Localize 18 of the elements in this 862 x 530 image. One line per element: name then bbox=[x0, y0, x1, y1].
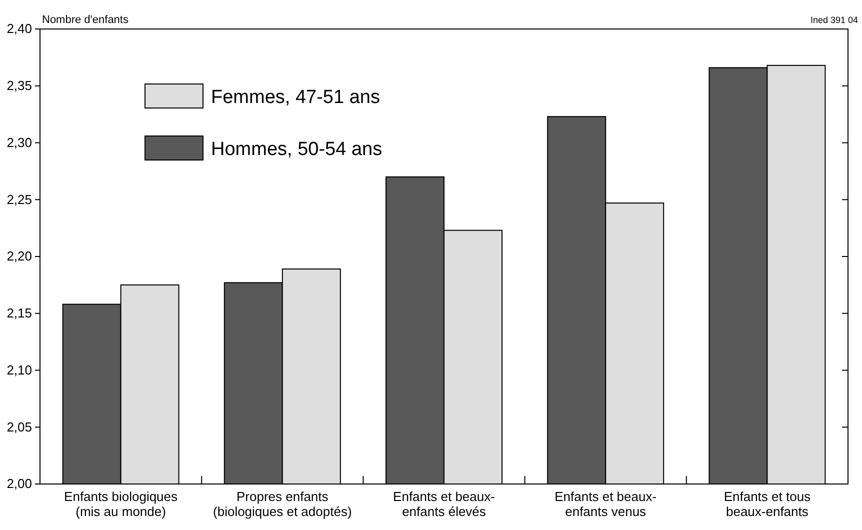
y-tick-label: 2,20 bbox=[6, 248, 32, 264]
x-tick-label: Enfants et beaux- enfants élevés bbox=[393, 489, 495, 519]
x-tick-label: Propres enfants (biologiques et adoptés) bbox=[213, 489, 352, 519]
x-tick-label: Enfants biologiques (mis au monde) bbox=[64, 489, 178, 519]
y-axis-title: Nombre d'enfants bbox=[42, 14, 129, 26]
y-tick-label: 2,15 bbox=[6, 306, 32, 321]
y-tick-label: 2,05 bbox=[6, 419, 32, 434]
y-tick-label: 2,10 bbox=[6, 362, 32, 378]
y-tick-label: 2,25 bbox=[6, 192, 32, 207]
y-tick-label: 2,40 bbox=[6, 21, 32, 36]
y-tick-label: 2,35 bbox=[6, 78, 32, 94]
legend-label: Hommes, 50-54 ans bbox=[211, 139, 382, 160]
legend-label: Femmes, 47-51 ans bbox=[211, 87, 380, 108]
x-tick-label: Enfants et beaux- enfants venus bbox=[554, 489, 657, 519]
text: Ined 391 04 bbox=[810, 15, 858, 25]
x-tick-label: Enfants et tous beaux-enfants bbox=[724, 489, 812, 519]
y-tick-label: 2,30 bbox=[6, 134, 32, 150]
y-tick-label: 2,00 bbox=[6, 476, 32, 492]
